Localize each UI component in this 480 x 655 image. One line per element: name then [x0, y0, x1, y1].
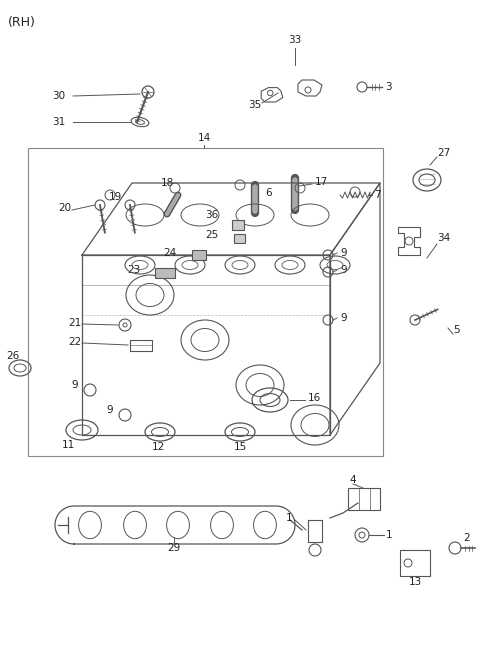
Text: 2: 2	[463, 533, 469, 543]
Text: 35: 35	[248, 100, 261, 110]
Text: 31: 31	[52, 117, 65, 127]
Text: 9: 9	[340, 248, 347, 258]
Text: 1: 1	[386, 530, 393, 540]
Text: 18: 18	[160, 178, 174, 188]
Text: 13: 13	[408, 577, 421, 587]
Text: 11: 11	[61, 440, 74, 450]
Bar	[155, 268, 175, 278]
Text: 4: 4	[350, 475, 356, 485]
Text: 25: 25	[205, 230, 218, 240]
Text: (RH): (RH)	[8, 16, 36, 29]
Bar	[400, 550, 430, 576]
Text: 1: 1	[286, 513, 292, 523]
Text: 30: 30	[52, 91, 65, 101]
Text: 7: 7	[374, 190, 381, 200]
Text: 24: 24	[163, 248, 176, 258]
Bar	[28, 148, 383, 456]
Text: 26: 26	[6, 351, 19, 361]
Text: 27: 27	[437, 148, 450, 158]
Text: 9: 9	[340, 313, 347, 323]
Text: 21: 21	[68, 318, 81, 328]
Text: 29: 29	[168, 543, 180, 553]
Text: 9: 9	[340, 265, 347, 275]
Text: 12: 12	[151, 442, 165, 452]
Bar	[192, 250, 206, 260]
Text: 6: 6	[265, 188, 272, 198]
Text: 34: 34	[437, 233, 450, 243]
Text: 3: 3	[385, 82, 392, 92]
Text: 15: 15	[233, 442, 247, 452]
Text: 23: 23	[127, 265, 140, 275]
Text: 17: 17	[315, 177, 328, 187]
Bar	[348, 488, 380, 510]
Bar	[234, 234, 245, 243]
Text: 9: 9	[107, 405, 113, 415]
Text: 14: 14	[197, 133, 211, 143]
Text: 16: 16	[308, 393, 321, 403]
Bar	[130, 340, 152, 351]
Text: 19: 19	[108, 192, 121, 202]
Text: 20: 20	[58, 203, 71, 213]
Text: 33: 33	[288, 35, 301, 45]
Bar	[232, 220, 244, 230]
Text: 5: 5	[453, 325, 460, 335]
Text: 36: 36	[205, 210, 218, 220]
Text: 22: 22	[68, 337, 81, 347]
Text: 9: 9	[72, 380, 78, 390]
